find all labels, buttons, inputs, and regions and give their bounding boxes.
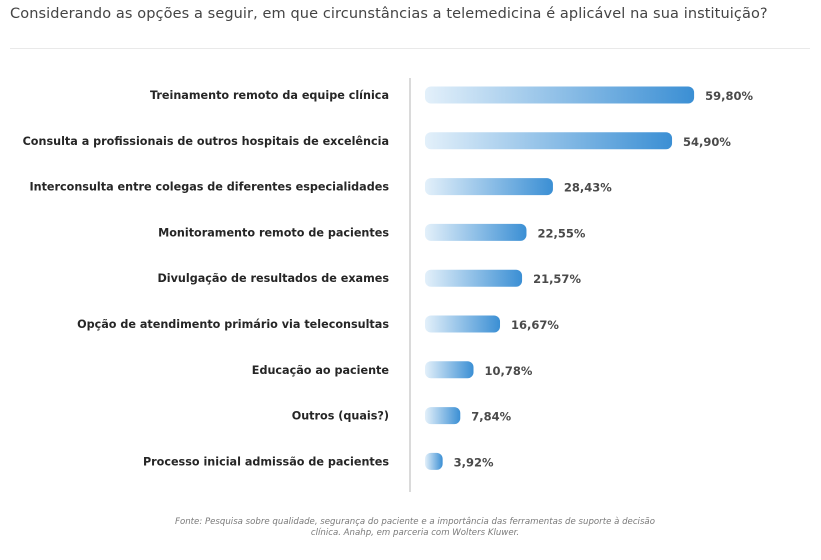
value-label: 59,80% — [705, 89, 753, 103]
bar — [425, 407, 461, 425]
title-divider — [10, 48, 810, 49]
value-label: 54,90% — [683, 135, 731, 149]
bar — [425, 223, 527, 241]
bar — [425, 452, 443, 470]
category-label: Outros (quais?) — [292, 410, 389, 423]
value-label: 28,43% — [564, 181, 612, 195]
category-label: Opção de atendimento primário via teleco… — [77, 318, 389, 331]
bar — [425, 315, 501, 333]
category-label: Interconsulta entre colegas de diferente… — [29, 181, 389, 194]
value-label: 3,92% — [454, 455, 494, 469]
category-label: Treinamento remoto da equipe clínica — [150, 89, 389, 102]
category-label: Consulta a profissionais de outros hospi… — [23, 135, 389, 148]
category-label: Monitoramento remoto de pacientes — [158, 226, 389, 239]
value-label: 16,67% — [511, 318, 559, 332]
source-note: Fonte: Pesquisa sobre qualidade, seguran… — [175, 517, 655, 538]
bar — [425, 361, 474, 379]
category-label: Divulgação de resultados de exames — [158, 272, 390, 285]
value-label: 10,78% — [485, 364, 533, 378]
bar — [425, 178, 553, 196]
value-label: 7,84% — [471, 410, 511, 424]
category-label: Educação ao paciente — [252, 364, 390, 377]
value-label: 22,55% — [537, 226, 585, 240]
bar — [425, 132, 673, 150]
bar — [425, 86, 695, 104]
chart-title: Considerando as opções a seguir, em que … — [10, 6, 768, 22]
bar — [425, 269, 523, 287]
value-label: 21,57% — [533, 272, 581, 286]
category-label: Processo inicial admissão de pacientes — [143, 455, 389, 468]
